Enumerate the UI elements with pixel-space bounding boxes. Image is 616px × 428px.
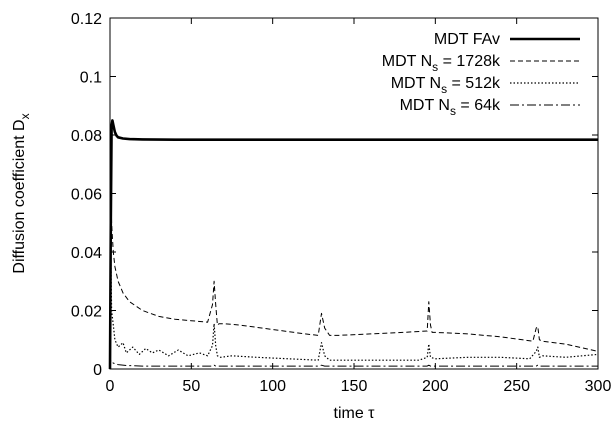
series-line-4 xyxy=(109,359,598,370)
plot-marks xyxy=(108,119,599,370)
x-axis-label: time τ xyxy=(334,405,376,422)
x-tick-label: 0 xyxy=(106,378,115,395)
y-tick-label: 0.04 xyxy=(71,245,102,262)
y-tick-label: 0.08 xyxy=(71,128,102,145)
y-tick-label: 0.12 xyxy=(71,11,102,28)
y-axis-label-subscript: x xyxy=(18,113,32,119)
x-tick-label: 200 xyxy=(422,378,449,395)
y-tick-label: 0 xyxy=(93,362,102,379)
legend-label-1: MDT FAv xyxy=(434,31,500,48)
y-axis-label-main: Diffusion coefficient D xyxy=(11,119,28,273)
y-axis-label: Diffusion coefficient Dx xyxy=(11,113,32,273)
x-tick-label: 300 xyxy=(585,378,612,395)
x-tick-label: 250 xyxy=(503,378,530,395)
axis-ticks: 0 50 100 150 200 250 300 0 0.02 0.04 0.06 0.08 0.1 0.… xyxy=(71,11,612,395)
series-line-1 xyxy=(108,119,598,370)
y-tick-label: 0.1 xyxy=(80,70,102,87)
x-tick-label: 50 xyxy=(182,378,200,395)
legend-label-3: MDT Ns = 512k xyxy=(391,75,501,96)
legend-label-4: MDT Ns = 64k xyxy=(400,97,501,118)
x-tick-label: 150 xyxy=(341,378,368,395)
series-line-2 xyxy=(109,193,599,370)
plot-frame xyxy=(109,17,599,370)
x-tick-label: 100 xyxy=(259,378,286,395)
y-tick-label: 0.06 xyxy=(71,187,102,204)
legend-label-2: MDT Ns = 1728k xyxy=(382,53,501,74)
series-line-3 xyxy=(109,251,599,370)
y-tick-label: 0.02 xyxy=(71,304,102,321)
